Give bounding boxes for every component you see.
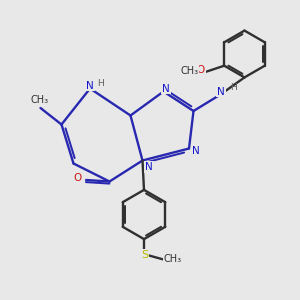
Text: CH₃: CH₃	[31, 94, 49, 105]
Text: N: N	[217, 86, 225, 97]
Text: O: O	[197, 65, 205, 75]
Text: CH₃: CH₃	[164, 254, 181, 264]
Text: N: N	[162, 83, 170, 94]
Text: N: N	[86, 80, 94, 91]
Text: H: H	[97, 79, 104, 88]
Text: N: N	[192, 146, 200, 157]
Text: methyl: methyl	[33, 102, 38, 103]
Text: H: H	[230, 83, 236, 92]
Text: N: N	[145, 162, 153, 172]
Text: O: O	[74, 172, 82, 183]
Text: CH₃: CH₃	[180, 65, 198, 76]
Text: S: S	[141, 250, 148, 260]
